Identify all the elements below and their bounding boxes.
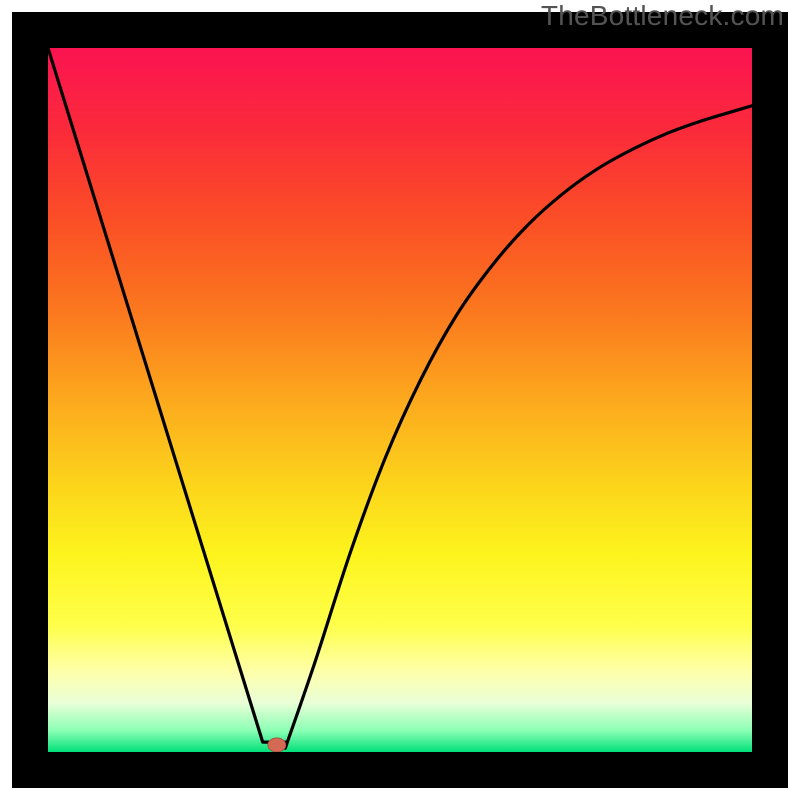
chart-svg [0, 0, 800, 800]
chart-stage: TheBottleneck.com [0, 0, 800, 800]
watermark-text: TheBottleneck.com [541, 0, 784, 32]
chart-background [48, 48, 752, 752]
optimum-marker [268, 738, 286, 752]
